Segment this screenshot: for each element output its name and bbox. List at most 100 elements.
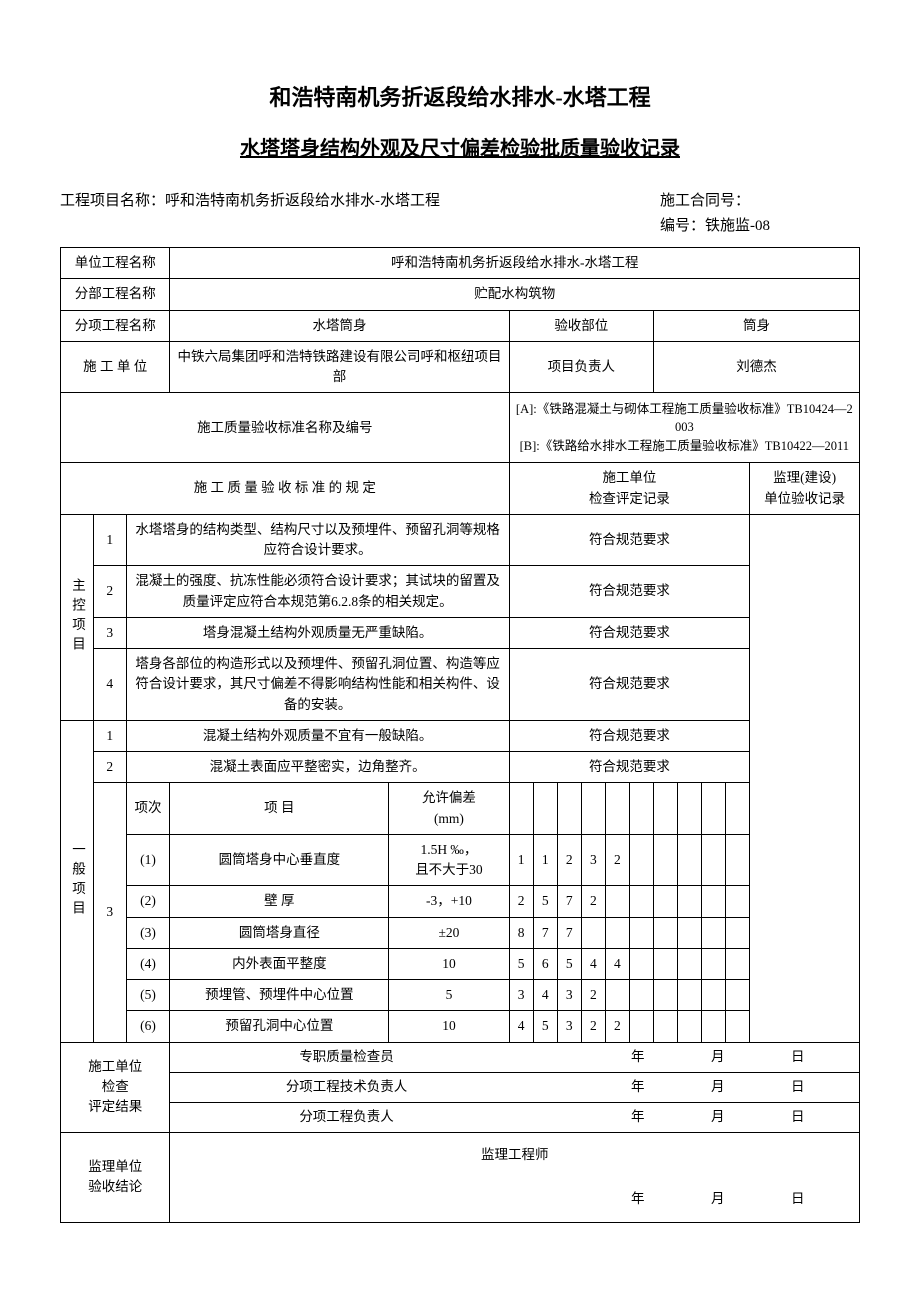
sig-line-3: 分项工程负责人 年 月 日 <box>170 1102 860 1132</box>
gen-desc-1: 混凝土结构外观质量不宜有一般缺陷。 <box>126 720 509 751</box>
sig-y-1: 年 <box>631 1047 671 1067</box>
mc-result-3: 符合规范要求 <box>509 617 750 648</box>
m5-v8 <box>678 980 702 1011</box>
row-mc-1: 主控项目 1 水塔塔身的结构类型、结构尺寸以及预埋件、预留孔洞等规格应符合设计要… <box>61 514 860 566</box>
m4-tol: 10 <box>389 948 509 979</box>
m1-v6 <box>629 834 653 886</box>
m6-v2: 5 <box>533 1011 557 1042</box>
m5-name: 预埋管、预埋件中心位置 <box>170 980 389 1011</box>
meta-row-1: 工程项目名称：呼和浩特南机务折返段给水排水-水塔工程 施工合同号： <box>60 189 860 210</box>
m5-tol: 5 <box>389 980 509 1011</box>
item-proj-value: 水塔筒身 <box>170 310 509 341</box>
m3-v6 <box>629 917 653 948</box>
mc-result-4: 符合规范要求 <box>509 649 750 721</box>
m3-name: 圆筒塔身直径 <box>170 917 389 948</box>
sig-m-1: 月 <box>711 1047 751 1067</box>
supervise-record-cell <box>750 514 860 1042</box>
row-measure-3: (3) 圆筒塔身直径 ±20 877 <box>61 917 860 948</box>
m5-v9 <box>702 980 726 1011</box>
mc-result-2: 符合规范要求 <box>509 566 750 618</box>
pm-label: 项目负责人 <box>509 341 653 393</box>
spec-rule-label: 施 工 质 量 验 收 标 准 的 规 定 <box>61 463 510 515</box>
sig-line-1: 专职质量检查员 年 月 日 <box>170 1042 860 1072</box>
row-sig-construct: 施工单位 检查 评定结果 专职质量检查员 年 月 日 <box>61 1042 860 1072</box>
m4-v7 <box>654 948 678 979</box>
sub-proj-label: 分部工程名称 <box>61 279 170 310</box>
m4-v1: 5 <box>509 948 533 979</box>
sig-supervise-role: 监理工程师 <box>178 1145 851 1165</box>
m4-v6 <box>629 948 653 979</box>
m2-seq: (2) <box>126 886 170 917</box>
row-measure-2: (2) 壁 厚 -3，+10 2572 <box>61 886 860 917</box>
row-gen-2: 2 混凝土表面应平整密实，边角整齐。 符合规范要求 <box>61 752 860 783</box>
m3-v9 <box>702 917 726 948</box>
construct-check-label: 施工单位 检查评定记录 <box>509 463 750 515</box>
m2-v6 <box>629 886 653 917</box>
sig-role-2: 分项工程技术负责人 <box>178 1077 514 1097</box>
mc-desc-4: 塔身各部位的构造形式以及预埋件、预留孔洞位置、构造等应符合设计要求，其尺寸偏差不… <box>126 649 509 721</box>
m4-name: 内外表面平整度 <box>170 948 389 979</box>
sig-y-3: 年 <box>631 1107 671 1127</box>
sig-sup-y: 年 <box>631 1189 671 1209</box>
row-construct-unit: 施 工 单 位 中铁六局集团呼和浩特铁路建设有限公司呼和枢纽项目部 项目负责人 … <box>61 341 860 393</box>
row-unit-proj: 单位工程名称 呼和浩特南机务折返段给水排水-水塔工程 <box>61 248 860 279</box>
m1-tol: 1.5H ‰， 且不大于30 <box>389 834 509 886</box>
gen-result-1: 符合规范要求 <box>509 720 750 751</box>
m2-v3: 7 <box>557 886 581 917</box>
project-name-label: 工程项目名称： <box>60 193 165 209</box>
sig-y-2: 年 <box>631 1077 671 1097</box>
m3-v2: 7 <box>533 917 557 948</box>
m5-v3: 3 <box>557 980 581 1011</box>
row-measure-1: (1) 圆筒塔身中心垂直度 1.5H ‰， 且不大于30 11232 <box>61 834 860 886</box>
mc-result-1: 符合规范要求 <box>509 514 750 566</box>
measure-tol-h: 允许偏差 (mm) <box>389 783 509 835</box>
m4-v2: 6 <box>533 948 557 979</box>
m1-v9 <box>702 834 726 886</box>
sig-sup-m: 月 <box>711 1189 751 1209</box>
item-proj-label: 分项工程名称 <box>61 310 170 341</box>
mh-c9 <box>702 783 726 835</box>
mh-c3 <box>557 783 581 835</box>
m6-v7 <box>654 1011 678 1042</box>
m2-v1: 2 <box>509 886 533 917</box>
m1-v7 <box>654 834 678 886</box>
m1-seq: (1) <box>126 834 170 886</box>
m4-v4: 4 <box>581 948 605 979</box>
measure-seq-h: 项次 <box>126 783 170 835</box>
sub-proj-value: 贮配水构筑物 <box>170 279 860 310</box>
mh-c6 <box>629 783 653 835</box>
sig-role-1: 专职质量检查员 <box>178 1047 514 1067</box>
m2-v9 <box>702 886 726 917</box>
m2-v5 <box>605 886 629 917</box>
m6-v4: 2 <box>581 1011 605 1042</box>
construct-unit-label: 施 工 单 位 <box>61 341 170 393</box>
m1-v10 <box>726 834 750 886</box>
mh-c7 <box>654 783 678 835</box>
m5-v7 <box>654 980 678 1011</box>
m3-v8 <box>678 917 702 948</box>
project-name-value: 呼和浩特南机务折返段给水排水-水塔工程 <box>165 193 440 209</box>
m6-v5: 2 <box>605 1011 629 1042</box>
m4-v5: 4 <box>605 948 629 979</box>
m5-v1: 3 <box>509 980 533 1011</box>
m4-v3: 5 <box>557 948 581 979</box>
row-measure-5: (5) 预埋管、预埋件中心位置 5 3432 <box>61 980 860 1011</box>
doc-no-value: 铁施监-08 <box>705 218 770 234</box>
m5-v4: 2 <box>581 980 605 1011</box>
m2-v10 <box>726 886 750 917</box>
sig-d-2: 日 <box>791 1077 831 1097</box>
m2-name: 壁 厚 <box>170 886 389 917</box>
m6-v3: 3 <box>557 1011 581 1042</box>
m3-v7 <box>654 917 678 948</box>
sig-m-2: 月 <box>711 1077 751 1097</box>
gen-desc-2: 混凝土表面应平整密实，边角整齐。 <box>126 752 509 783</box>
m6-tol: 10 <box>389 1011 509 1042</box>
m1-v3: 2 <box>557 834 581 886</box>
m6-v1: 4 <box>509 1011 533 1042</box>
main-table: 单位工程名称 呼和浩特南机务折返段给水排水-水塔工程 分部工程名称 贮配水构筑物… <box>60 247 860 1223</box>
accept-part-label: 验收部位 <box>509 310 653 341</box>
m6-v9 <box>702 1011 726 1042</box>
m1-v8 <box>678 834 702 886</box>
mh-c10 <box>726 783 750 835</box>
m6-v10 <box>726 1011 750 1042</box>
